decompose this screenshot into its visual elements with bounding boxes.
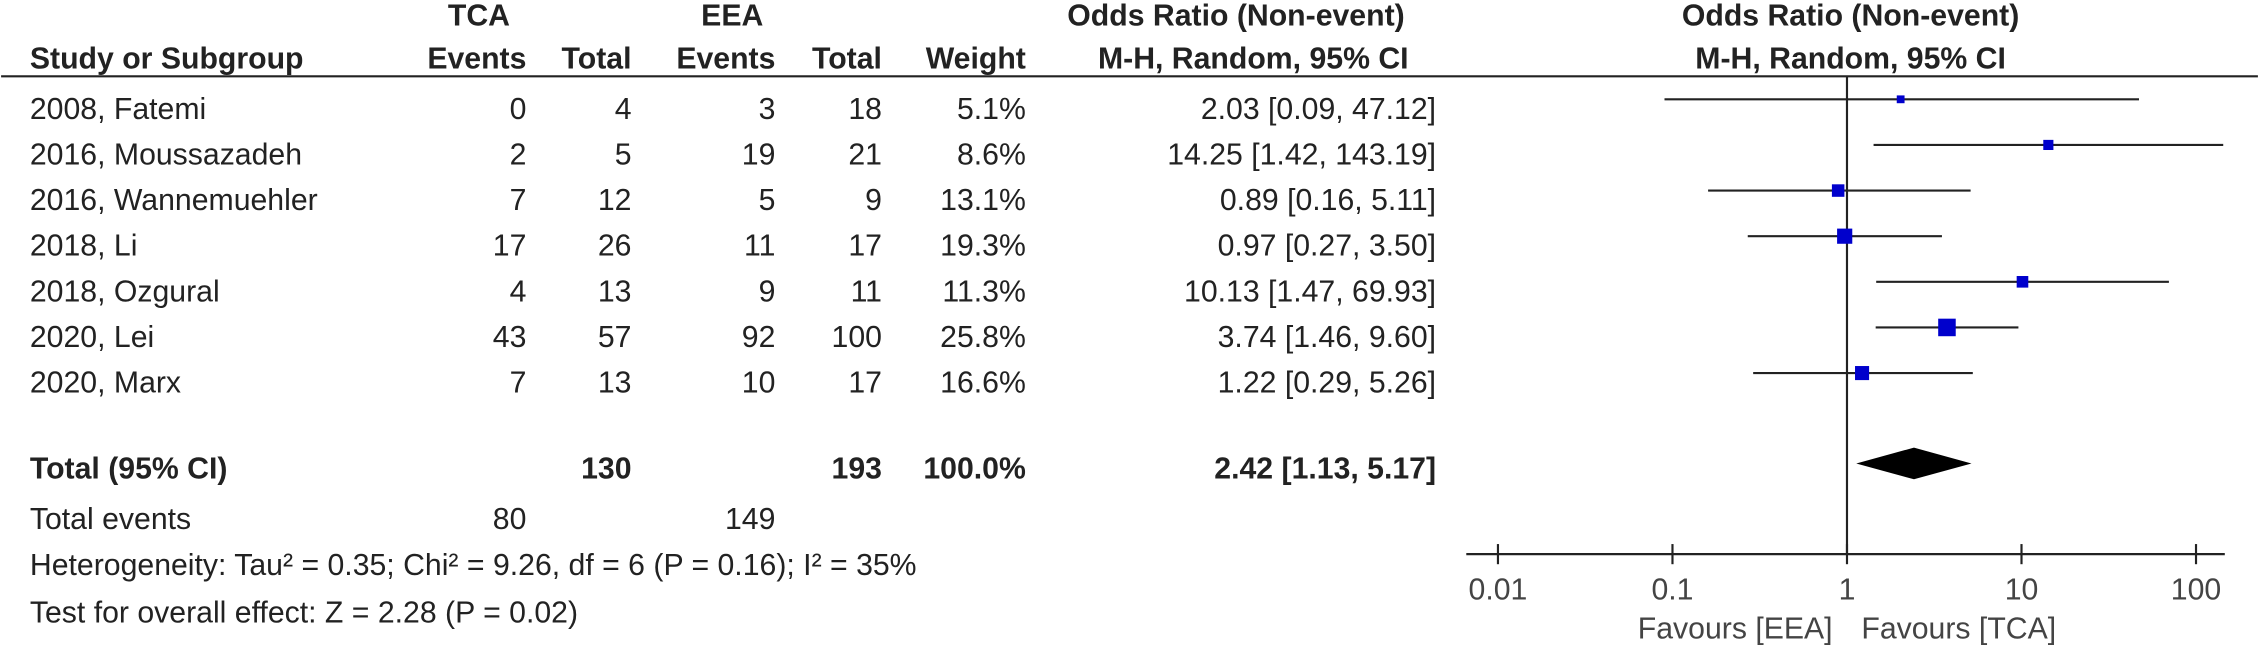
weight: 25.8% xyxy=(940,321,1026,354)
table-cell: 19 xyxy=(742,138,776,171)
events-value: 80 xyxy=(493,503,527,536)
x-label-right: Favours [TCA] xyxy=(1861,612,2056,645)
column-header: M-H, Random, 95% CI xyxy=(1098,42,1409,75)
weight: 5.1% xyxy=(957,93,1026,126)
table-cell: 9 xyxy=(759,275,776,308)
study-name: 2018, Li xyxy=(30,230,138,263)
study-name: 2008, Fatemi xyxy=(30,93,206,126)
pooled-diamond xyxy=(1856,447,1972,480)
total-weight: 100.0% xyxy=(923,453,1026,486)
odds-ratio: 0.97 [0.27, 3.50] xyxy=(1218,230,1436,263)
table-cell: 43 xyxy=(493,321,527,354)
study-name: 2020, Marx xyxy=(30,367,181,400)
table-cell: 26 xyxy=(598,230,632,263)
plot-subtitle: M-H, Random, 95% CI xyxy=(1695,42,2006,75)
table-cell: 7 xyxy=(510,184,527,217)
study-name: 2020, Lei xyxy=(30,321,154,354)
study-name: 2018, Ozgural xyxy=(30,275,220,308)
table-cell: 13 xyxy=(598,275,632,308)
column-header: Study or Subgroup xyxy=(30,42,304,75)
weight: 16.6% xyxy=(940,367,1026,400)
table-cell: 21 xyxy=(848,138,882,171)
x-tick-label: 1 xyxy=(1839,574,1856,607)
table-cell: 17 xyxy=(848,230,882,263)
total-value: 130 xyxy=(581,453,631,486)
odds-ratio: 0.89 [0.16, 5.11] xyxy=(1220,184,1436,217)
effect-square xyxy=(1938,318,1956,337)
weight: 11.3% xyxy=(942,275,1025,308)
column-header: Events xyxy=(427,42,526,75)
study-name: 2016, Wannemuehler xyxy=(30,184,318,217)
odds-ratio: 2.03 [0.09, 47.12] xyxy=(1201,93,1436,126)
weight: 19.3% xyxy=(940,230,1026,263)
table-cell: 9 xyxy=(865,184,882,217)
table-cell: 10 xyxy=(742,367,776,400)
total-value: 193 xyxy=(832,453,882,486)
x-tick-label: 0.1 xyxy=(1651,574,1693,607)
x-tick-label: 0.01 xyxy=(1469,574,1528,607)
table-cell: 13 xyxy=(598,367,632,400)
effect-square xyxy=(1837,228,1853,244)
odds-ratio: 10.13 [1.47, 69.93] xyxy=(1184,275,1436,308)
x-tick-label: 100 xyxy=(2171,574,2221,607)
table-cell: 18 xyxy=(848,93,882,126)
group-header: TCA xyxy=(448,0,510,32)
weight: 8.6% xyxy=(957,138,1026,171)
table-cell: 2 xyxy=(510,138,527,171)
table-cell: 57 xyxy=(598,321,632,354)
effect-square xyxy=(1855,366,1870,381)
table-cell: 17 xyxy=(848,367,882,400)
overall-effect: Test for overall effect: Z = 2.28 (P = 0… xyxy=(30,597,578,630)
total-or: 2.42 [1.13, 5.17] xyxy=(1214,453,1436,486)
table-cell: 0 xyxy=(510,93,527,126)
table-cell: 4 xyxy=(615,93,632,126)
x-tick-label: 10 xyxy=(2005,574,2039,607)
column-header: Total xyxy=(562,42,632,75)
column-header: Odds Ratio (Non-event) xyxy=(1067,0,1404,32)
effect-square xyxy=(1831,184,1845,197)
plot-title: Odds Ratio (Non-event) xyxy=(1682,0,2019,32)
table-cell: 3 xyxy=(759,93,776,126)
table-cell: 7 xyxy=(510,367,527,400)
column-header: Events xyxy=(676,42,775,75)
total-label: Total (95% CI) xyxy=(30,453,228,486)
column-header: Weight xyxy=(926,42,1026,75)
table-cell: 17 xyxy=(493,230,527,263)
effect-square xyxy=(2016,276,2029,288)
table-cell: 4 xyxy=(510,275,527,308)
table-cell: 92 xyxy=(742,321,776,354)
table-cell: 11 xyxy=(851,275,882,308)
x-label-left: Favours [EEA] xyxy=(1638,612,1833,645)
heterogeneity: Heterogeneity: Tau² = 0.35; Chi² = 9.26,… xyxy=(30,549,917,582)
odds-ratio: 14.25 [1.42, 143.19] xyxy=(1167,138,1436,171)
odds-ratio: 1.22 [0.29, 5.26] xyxy=(1218,367,1436,400)
table-cell: 11 xyxy=(744,230,775,263)
weight: 13.1% xyxy=(940,184,1026,217)
odds-ratio: 3.74 [1.46, 9.60] xyxy=(1218,321,1436,354)
table-cell: 100 xyxy=(832,321,882,354)
study-name: 2016, Moussazadeh xyxy=(30,138,302,171)
events-label: Total events xyxy=(30,503,191,536)
events-value: 149 xyxy=(725,503,775,536)
effect-square xyxy=(1896,95,1905,104)
table-cell: 5 xyxy=(615,138,632,171)
table-cell: 5 xyxy=(759,184,776,217)
effect-square xyxy=(2043,139,2054,151)
group-header: EEA xyxy=(701,0,763,32)
column-header: Total xyxy=(812,42,882,75)
table-cell: 12 xyxy=(598,184,632,217)
